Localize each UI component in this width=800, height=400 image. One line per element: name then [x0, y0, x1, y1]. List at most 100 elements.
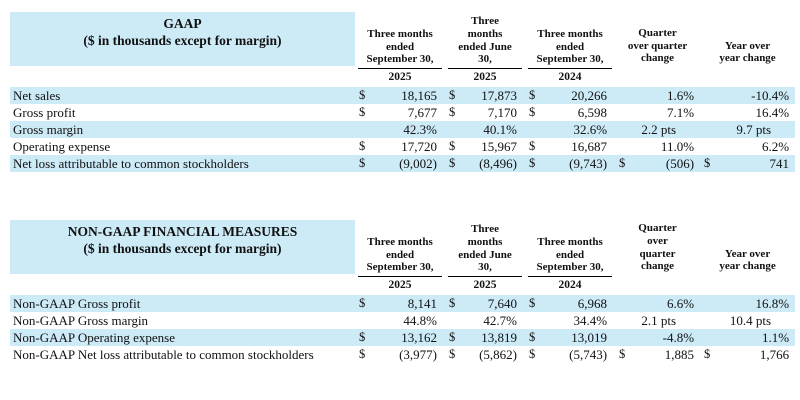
cell-value: 7.1%	[666, 104, 695, 120]
column-year: 2025	[473, 279, 497, 291]
cell-value: 13,019	[541, 329, 616, 346]
cell-value: (9,002)	[371, 155, 446, 172]
cell-value: 32.6%	[541, 121, 616, 138]
currency-symbol	[355, 121, 371, 138]
cell-value: 16,687	[571, 138, 608, 154]
column-year	[615, 277, 700, 295]
cell-value: 741	[720, 155, 796, 172]
period-column-header-cell: Three months ended June 30,	[445, 220, 525, 277]
column-header-label: Three months ended June 30,	[448, 223, 523, 277]
table-title: NON-GAAP FINANCIAL MEASURES	[67, 224, 298, 239]
table-row: Operating expense $17,720 $15,967 $16,687 11…	[10, 138, 795, 155]
row-label: Non-GAAP Gross profit	[10, 295, 355, 312]
table-title: GAAP	[163, 16, 202, 31]
cell-value: 13,162	[371, 329, 446, 346]
table-row: Net loss attributable to common stockhol…	[10, 155, 796, 172]
cell-value: (9,743)	[541, 155, 616, 172]
currency-symbol: $	[619, 347, 626, 361]
row-label: Net sales	[10, 87, 355, 104]
currency-symbol: $	[529, 139, 536, 153]
currency-symbol	[700, 329, 721, 346]
gaap-table: GAAP ($ in thousands except for margin) …	[10, 12, 796, 172]
currency-symbol: $	[615, 155, 636, 172]
cell-value: (8,496)	[461, 155, 526, 172]
column-header-label: Year over year change	[719, 247, 776, 273]
currency-symbol: $	[449, 105, 456, 119]
cell-value: (506)	[635, 155, 701, 172]
cell-value: 1.1%	[720, 329, 796, 346]
currency-symbol: $	[359, 139, 366, 153]
cell-value: (5,743)	[569, 346, 608, 362]
table-row: Non-GAAP Gross margin 44.8% 42.7% 34.4% 2.1 …	[10, 312, 795, 329]
currency-symbol	[355, 312, 371, 329]
currency-symbol	[525, 121, 542, 138]
row-label: Gross profit	[13, 104, 76, 120]
cell-value: 42.7%	[483, 312, 518, 328]
currency-symbol	[700, 312, 720, 329]
cell-value: 13,819	[461, 329, 526, 346]
non-gaap-table-body: Non-GAAP Gross profit $8,141 $7,640 $6,968 6…	[10, 295, 796, 363]
row-label: Net loss attributable to common stockhol…	[10, 155, 355, 172]
cell-value: 7,677	[407, 104, 438, 120]
cell-value: 17,720	[401, 138, 438, 154]
cell-value: 1.6%	[635, 87, 701, 104]
currency-symbol: $	[525, 87, 542, 104]
currency-symbol: $	[355, 329, 371, 346]
cell-value: -10.4%	[720, 87, 796, 104]
table-title-cell: GAAP ($ in thousands except for margin)	[10, 12, 355, 87]
period-column-header-cell: Three months ended September 30,	[525, 220, 615, 277]
cell-value: 16.4%	[755, 104, 790, 120]
cell-value: 1,885	[664, 346, 695, 362]
cell-value: (5,862)	[479, 346, 518, 362]
column-header-label: Year over year change	[719, 39, 776, 65]
cell-value: 42.3%	[371, 121, 446, 138]
column-header-label: Quarter over quarter change	[627, 26, 688, 65]
table-row: Net sales $18,165 $17,873 $20,266 1.6% -10.4%	[10, 87, 796, 104]
cell-value: 40.1%	[461, 121, 526, 138]
year-row: 2025 2025 2024	[10, 69, 795, 87]
currency-symbol	[615, 138, 635, 155]
column-year: 2025	[473, 71, 497, 83]
table-row: Non-GAAP Operating expense $13,162 $13,819…	[10, 329, 796, 346]
cell-value: (3,977)	[399, 346, 438, 362]
column-header-label: Three months ended September 30,	[358, 28, 443, 69]
currency-symbol	[615, 87, 636, 104]
period-column-header-cell: Three months ended September 30,	[355, 220, 445, 277]
currency-symbol: $	[525, 295, 542, 312]
cell-value: 1,766	[759, 346, 790, 362]
cell-value: 18,165	[371, 87, 446, 104]
period-column-header-cell: Year over year change	[700, 220, 795, 277]
cell-value: 10.4 pts	[729, 312, 772, 328]
table-subtitle: ($ in thousands except for margin)	[83, 32, 282, 48]
currency-symbol	[615, 121, 636, 138]
row-label: Operating expense	[13, 138, 111, 154]
cell-value: 6,598	[577, 104, 608, 120]
column-header-label: Three months ended June 30,	[448, 15, 523, 69]
cell-value: 6.6%	[635, 295, 701, 312]
currency-symbol	[525, 312, 541, 329]
row-label: Non-GAAP Gross margin	[13, 312, 149, 328]
currency-symbol: $	[355, 155, 371, 172]
column-year	[615, 69, 700, 87]
currency-symbol: $	[445, 295, 462, 312]
cell-value: 20,266	[541, 87, 616, 104]
column-header-row: NON-GAAP FINANCIAL MEASURES ($ in thousa…	[10, 220, 795, 277]
currency-symbol	[445, 121, 462, 138]
row-label: Gross margin	[10, 121, 355, 138]
currency-symbol	[700, 295, 721, 312]
currency-symbol: $	[445, 329, 462, 346]
table-row: Gross profit $7,677 $7,170 $6,598 7.1% 16.4%	[10, 104, 795, 121]
cell-value: 7,640	[461, 295, 526, 312]
currency-symbol: $	[445, 87, 462, 104]
currency-symbol	[700, 104, 720, 121]
table-subtitle: ($ in thousands except for margin)	[83, 240, 282, 256]
table-title-block: GAAP ($ in thousands except for margin)	[10, 12, 355, 66]
currency-symbol: $	[449, 139, 456, 153]
cell-value: -4.8%	[635, 329, 701, 346]
cell-value: 9.7 pts	[720, 121, 796, 138]
cell-value: 34.4%	[573, 312, 608, 328]
currency-symbol	[445, 312, 461, 329]
cell-value: 6.2%	[761, 138, 790, 154]
column-year: 2025	[388, 279, 412, 291]
cell-value: 6,968	[541, 295, 616, 312]
